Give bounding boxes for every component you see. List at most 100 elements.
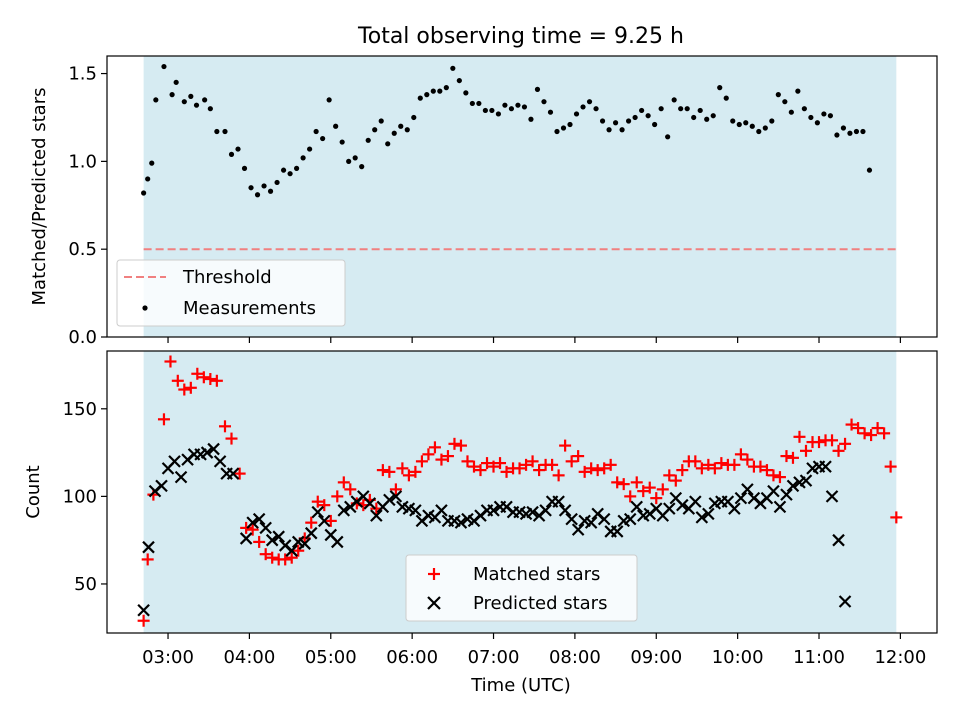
- measurement-point: [235, 146, 241, 152]
- predicted-star-point: [409, 504, 422, 517]
- measurement-point: [723, 95, 729, 101]
- matched-star-point: [572, 450, 585, 463]
- y-tick-label: 1.5: [68, 64, 97, 85]
- measurement-point: [625, 118, 632, 124]
- measurement-point: [534, 86, 541, 92]
- matched-star-point: [708, 462, 721, 475]
- measurement-point: [821, 111, 827, 117]
- x-tick-label: 03:00: [142, 647, 194, 668]
- matched-star-point: [786, 451, 799, 464]
- matched-star-point: [689, 455, 702, 468]
- predicted-star-point: [663, 502, 676, 515]
- predicted-star-point: [676, 498, 689, 512]
- measurement-point: [717, 85, 723, 91]
- matched-star-point: [422, 448, 435, 461]
- measurement-point: [853, 128, 860, 135]
- ratio-y-ticks: 0.0 0.5 1.0 1.5: [68, 64, 107, 348]
- predicted-star-point: [539, 504, 552, 517]
- measurement-point: [181, 99, 187, 105]
- count-legend: Matched stars Predicted stars: [405, 554, 638, 622]
- predicted-star-point: [337, 504, 351, 517]
- measurement-point: [333, 123, 339, 129]
- measurement-point: [866, 167, 873, 173]
- measurement-point: [149, 160, 155, 166]
- predicted-star-point: [728, 502, 741, 515]
- legend-measurements-label: Measurements: [183, 298, 316, 319]
- matched-star-point: [611, 476, 624, 489]
- matched-star-point: [513, 462, 526, 475]
- measurement-point: [241, 165, 248, 171]
- measurement-point: [508, 106, 515, 112]
- ratio-panel: 0.0 0.5 1.0 1.5 Matched/Predicted stars Thr…: [29, 55, 938, 348]
- measurement-point: [202, 97, 208, 103]
- matched-star-point: [305, 516, 318, 529]
- measurement-point: [261, 183, 267, 189]
- matched-star-point: [441, 450, 454, 463]
- measurement-point: [560, 125, 567, 131]
- measurement-point: [645, 113, 651, 119]
- predicted-star-point: [689, 495, 702, 508]
- matched-star-point: [591, 464, 604, 477]
- matched-star-point: [415, 455, 428, 468]
- measurement-point: [554, 128, 560, 135]
- measurement-point: [352, 155, 358, 161]
- measurement-point: [775, 92, 781, 98]
- matched-star-point: [669, 474, 682, 487]
- matched-star-point: [676, 464, 689, 477]
- predicted-star-point: [819, 460, 832, 473]
- measurement-point: [814, 120, 820, 126]
- matched-star-point: [585, 462, 598, 475]
- y-tick-label: 100: [63, 486, 97, 507]
- matched-star-point: [184, 381, 197, 394]
- matched-star-point: [826, 434, 839, 447]
- measurement-point: [476, 100, 482, 107]
- predicted-star-point: [558, 504, 572, 517]
- measurement-point: [274, 179, 280, 186]
- measurement-point: [365, 137, 371, 143]
- matched-star-point: [318, 499, 331, 512]
- predicted-star-point: [741, 483, 754, 496]
- matched-star-point: [279, 553, 292, 566]
- matched-star-point: [246, 523, 259, 536]
- measurement-point: [248, 185, 254, 191]
- count-axes-frame: [106, 350, 938, 634]
- matched-star-point: [650, 492, 663, 505]
- measurement-point: [456, 77, 462, 84]
- predicted-star-point: [571, 523, 585, 536]
- predicted-star-point: [773, 500, 787, 514]
- measurement-point: [697, 107, 703, 114]
- matched-star-point: [204, 373, 217, 386]
- measurement-point: [502, 102, 508, 108]
- measurement-point: [658, 106, 664, 112]
- measurement-point: [495, 111, 502, 117]
- matched-star-point: [197, 371, 210, 384]
- measurement-point: [762, 125, 768, 131]
- x-tick-label: 10:00: [712, 647, 764, 668]
- ratio-y-axis-label: Matched/Predicted stars: [29, 88, 50, 306]
- predicted-star-point: [838, 595, 852, 608]
- predicted-star-point: [832, 533, 845, 547]
- matched-star-point: [520, 458, 533, 471]
- measurement-point: [612, 120, 619, 126]
- legend-predicted-label: Predicted stars: [473, 593, 607, 614]
- matched-star-point: [533, 464, 546, 477]
- predicted-star-point: [799, 474, 813, 487]
- matched-star-point: [760, 464, 773, 477]
- matched-star-point: [487, 460, 500, 473]
- measurement-point: [788, 109, 794, 115]
- measurement-points: [141, 63, 873, 198]
- predicted-star-point: [584, 516, 598, 529]
- measurement-point: [385, 141, 391, 147]
- matched-star-point: [604, 458, 617, 471]
- measurement-point: [801, 106, 807, 112]
- predicted-star-point: [695, 511, 709, 524]
- measurement-point: [834, 132, 840, 138]
- predicted-star-point: [786, 479, 800, 493]
- matched-star-point: [402, 469, 415, 482]
- chart-title: Total observing time = 9.25 h: [357, 24, 684, 49]
- matched-star-point: [845, 418, 858, 431]
- matched-star-point: [637, 485, 650, 498]
- matched-star-point: [233, 467, 246, 480]
- measurement-point: [586, 99, 593, 105]
